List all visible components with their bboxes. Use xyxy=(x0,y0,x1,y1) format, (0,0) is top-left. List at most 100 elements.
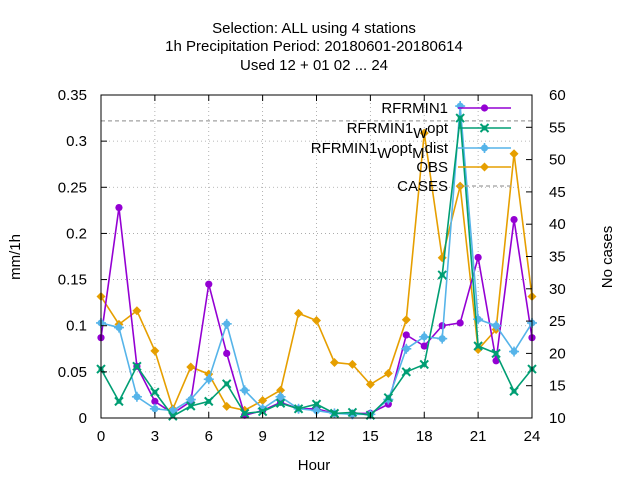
data-point xyxy=(222,401,232,411)
y2-tick-label: 45 xyxy=(549,184,566,201)
x-tick-label: 0 xyxy=(97,428,105,445)
x-tick-label: 9 xyxy=(258,428,266,445)
y2-tick-label: 15 xyxy=(549,378,566,395)
data-point xyxy=(293,404,304,414)
marker-dot xyxy=(511,388,517,394)
data-point xyxy=(473,341,483,351)
y2-axis-label: No cases xyxy=(599,226,616,289)
x-tick-label: 18 xyxy=(416,428,433,445)
data-point xyxy=(479,123,490,133)
data-point xyxy=(203,374,214,385)
data-point xyxy=(509,346,520,357)
data-point xyxy=(401,343,412,354)
y-tick-label: 0.15 xyxy=(58,272,87,289)
data-point xyxy=(479,143,490,153)
data-point xyxy=(204,396,214,407)
data-point xyxy=(294,308,304,318)
data-point xyxy=(275,391,286,402)
y2-tick-label: 25 xyxy=(549,313,566,330)
x-tick-label: 15 xyxy=(362,428,379,445)
marker-dot xyxy=(314,401,319,407)
title-line-3: Used 12 + 01 02 ... 24 xyxy=(240,57,388,74)
y2-tick-label: 55 xyxy=(549,119,566,136)
y-axis-label: mm/1h xyxy=(7,234,24,280)
axis-ticks: 0 3 6 9 12 15 18 21 24 0 0.05 0.1 0.15 0.2 0.25 0.3 0.35… xyxy=(58,87,566,445)
marker-dot xyxy=(134,363,140,369)
data-point xyxy=(437,253,447,263)
y-tick-label: 0 xyxy=(79,410,87,427)
legend-label-part: dist xyxy=(425,140,449,157)
y-tick-label: 0.25 xyxy=(58,179,87,196)
legend: RFRMIN1RFRMIN1WoptRFRMIN1WoptMdistOBSCAS… xyxy=(311,100,511,195)
data-point xyxy=(329,357,339,367)
legend-label-part: M xyxy=(412,145,425,162)
y2-tick-label: 10 xyxy=(549,410,566,427)
marker-dot xyxy=(260,409,266,415)
marker-dot xyxy=(296,406,302,412)
data-point xyxy=(437,270,447,280)
data-point xyxy=(455,101,466,112)
y2-tick-label: 50 xyxy=(549,152,566,169)
legend-label-part: W xyxy=(377,145,392,162)
legend-label-part: opt xyxy=(391,140,413,157)
data-point xyxy=(491,348,501,359)
marker-dot xyxy=(493,350,499,356)
x-tick-label: 3 xyxy=(151,428,159,445)
data-point xyxy=(456,319,464,327)
data-point xyxy=(151,397,159,405)
data-point xyxy=(419,128,429,138)
data-point xyxy=(114,396,124,407)
y2-tick-label: 20 xyxy=(549,345,566,362)
data-point xyxy=(276,385,286,395)
legend-label: RFRMIN1Wopt xyxy=(347,120,449,142)
marker-dot xyxy=(403,369,409,375)
data-point xyxy=(223,349,231,357)
data-point xyxy=(257,406,268,417)
data-point xyxy=(438,322,446,330)
data-point xyxy=(168,411,178,421)
data-point xyxy=(132,306,142,316)
data-point xyxy=(239,385,250,396)
title-line-1: Selection: ALL using 4 stations xyxy=(212,20,416,37)
data-point xyxy=(258,396,268,406)
data-point xyxy=(437,333,448,344)
legend-label: CASES xyxy=(397,178,448,195)
data-point xyxy=(509,149,519,159)
marker-dot xyxy=(439,272,445,278)
legend-label: RFRMIN1 xyxy=(381,100,448,117)
marker-dot xyxy=(331,410,337,416)
y2-tick-label: 40 xyxy=(549,216,566,233)
series-1 xyxy=(96,113,537,421)
data-point xyxy=(185,394,196,405)
data-point xyxy=(455,113,465,123)
data-point xyxy=(275,398,286,408)
marker-dot xyxy=(385,395,391,401)
legend-label-part: opt xyxy=(427,120,449,137)
y2-tick-label: 35 xyxy=(549,249,566,266)
marker-dot xyxy=(224,381,230,387)
x-tick-label: 12 xyxy=(308,428,325,445)
legend-sample xyxy=(458,104,511,112)
data-point xyxy=(115,203,123,212)
data-point xyxy=(222,379,232,389)
data-point xyxy=(311,399,322,409)
y2-tick-label: 30 xyxy=(549,281,566,298)
data-point xyxy=(347,407,358,418)
data-point xyxy=(312,315,321,325)
data-point xyxy=(491,320,502,331)
data-point xyxy=(150,387,160,397)
x-tick-label: 24 xyxy=(524,428,541,445)
legend-sample xyxy=(458,162,511,172)
y-tick-label: 0.05 xyxy=(58,364,87,381)
marker-dot xyxy=(206,398,212,404)
title-line-2: 1h Precipitation Period: 20180601-201806… xyxy=(165,38,463,55)
data-point xyxy=(113,322,124,333)
marker-dot xyxy=(116,398,122,404)
data-point xyxy=(205,280,213,288)
data-point xyxy=(402,331,410,339)
legend-sample xyxy=(458,123,511,133)
y2-tick-label: 60 xyxy=(549,87,566,104)
x-axis-label: Hour xyxy=(298,457,331,474)
data-point xyxy=(365,379,375,389)
